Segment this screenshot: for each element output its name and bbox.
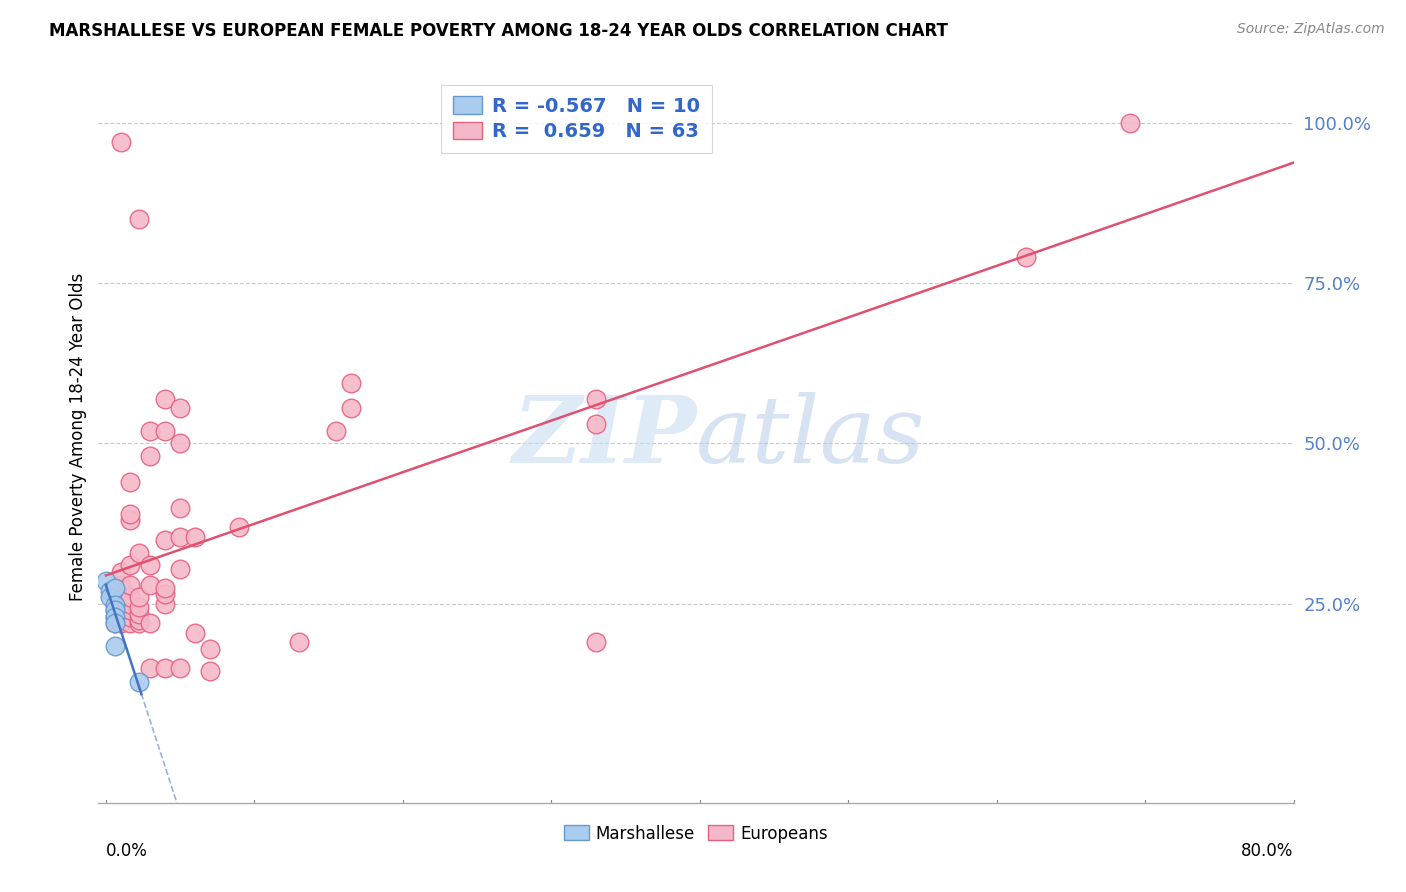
Point: [128, 600, 150, 615]
Text: MARSHALLESE VS EUROPEAN FEMALE POVERTY AMONG 18-24 YEAR OLDS CORRELATION CHART: MARSHALLESE VS EUROPEAN FEMALE POVERTY A…: [49, 22, 948, 40]
Point: [184, 625, 207, 640]
Point: [104, 597, 127, 611]
Point: [169, 401, 191, 416]
Point: [104, 609, 127, 624]
Point: [128, 545, 150, 559]
Point: [228, 520, 250, 534]
Point: [340, 401, 363, 416]
Point: [155, 597, 177, 611]
Point: [118, 514, 141, 528]
Point: [169, 500, 191, 515]
Point: [198, 665, 221, 679]
Point: [118, 597, 141, 611]
Point: [128, 211, 150, 226]
Text: 0.0%: 0.0%: [105, 842, 148, 860]
Text: ZIP: ZIP: [512, 392, 696, 482]
Point: [169, 661, 191, 675]
Point: [198, 641, 221, 656]
Point: [325, 424, 347, 438]
Legend: Marshallese, Europeans: Marshallese, Europeans: [558, 818, 834, 849]
Point: [128, 613, 150, 627]
Point: [118, 609, 141, 624]
Point: [104, 616, 127, 631]
Y-axis label: Female Poverty Among 18-24 Year Olds: Female Poverty Among 18-24 Year Olds: [69, 273, 87, 601]
Point: [155, 392, 177, 406]
Point: [118, 603, 141, 617]
Text: 80.0%: 80.0%: [1241, 842, 1294, 860]
Point: [169, 529, 191, 543]
Point: [139, 661, 162, 675]
Point: [118, 591, 141, 605]
Point: [139, 616, 162, 631]
Point: [104, 616, 127, 631]
Point: [128, 616, 150, 631]
Point: [118, 507, 141, 521]
Point: [104, 598, 127, 612]
Point: [128, 675, 150, 690]
Point: [184, 529, 207, 543]
Point: [110, 597, 132, 611]
Point: [118, 558, 141, 573]
Text: Source: ZipAtlas.com: Source: ZipAtlas.com: [1237, 22, 1385, 37]
Point: [155, 661, 177, 675]
Point: [110, 616, 132, 631]
Point: [104, 639, 127, 653]
Point: [110, 603, 132, 617]
Point: [585, 635, 607, 649]
Text: atlas: atlas: [696, 392, 925, 482]
Point: [128, 607, 150, 621]
Point: [139, 424, 162, 438]
Point: [104, 603, 127, 617]
Point: [1119, 116, 1142, 130]
Point: [110, 565, 132, 579]
Point: [155, 533, 177, 547]
Point: [118, 577, 141, 591]
Point: [104, 581, 127, 595]
Point: [139, 577, 162, 591]
Point: [288, 635, 311, 649]
Point: [94, 574, 117, 589]
Point: [585, 417, 607, 432]
Point: [98, 591, 121, 605]
Point: [104, 609, 127, 624]
Point: [1015, 251, 1038, 265]
Point: [110, 609, 132, 624]
Point: [110, 577, 132, 591]
Point: [155, 587, 177, 601]
Point: [155, 581, 177, 595]
Point: [169, 436, 191, 450]
Point: [128, 591, 150, 605]
Point: [169, 561, 191, 575]
Point: [139, 450, 162, 464]
Point: [118, 616, 141, 631]
Point: [104, 603, 127, 617]
Point: [98, 584, 121, 599]
Point: [340, 376, 363, 390]
Point: [104, 591, 127, 605]
Point: [155, 424, 177, 438]
Point: [118, 475, 141, 489]
Point: [110, 135, 132, 149]
Point: [139, 558, 162, 573]
Point: [110, 584, 132, 599]
Point: [585, 392, 607, 406]
